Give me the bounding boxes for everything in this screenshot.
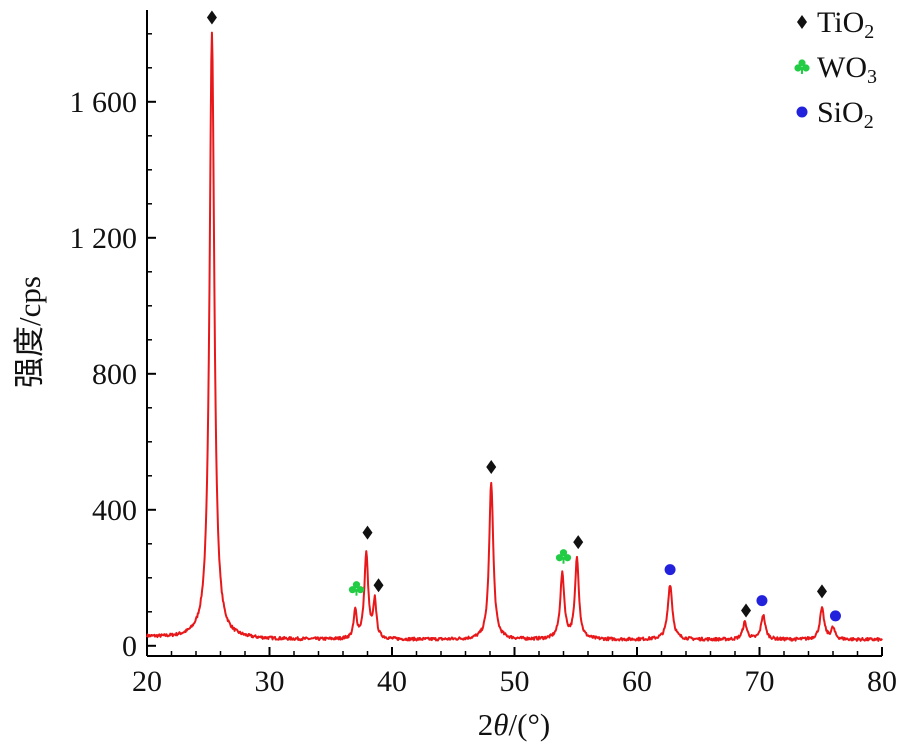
diamond-marker	[362, 525, 373, 540]
circle-marker	[756, 595, 768, 607]
x-tick-label: 70	[745, 665, 775, 698]
y-tick-label: 400	[92, 494, 137, 527]
circle-marker	[829, 610, 841, 622]
legend-label: WO3	[817, 51, 877, 88]
y-tick-label: 1 200	[70, 222, 138, 255]
x-tick-label: 80	[867, 665, 897, 698]
legend: TiO2 WO3 SiO2	[794, 6, 877, 133]
x-tick-label: 40	[377, 665, 407, 698]
y-tick-label: 0	[122, 630, 137, 663]
y-axis-title: 强度/cps	[12, 276, 47, 388]
series-layer	[146, 31, 883, 642]
diamond-marker	[816, 584, 827, 599]
legend-circle-icon	[796, 106, 808, 118]
club-marker	[348, 581, 365, 596]
phase-markers	[206, 10, 841, 622]
diamond-marker	[486, 459, 497, 474]
y-tick-label: 800	[92, 358, 137, 391]
circle-marker	[664, 564, 676, 576]
x-tick-label: 50	[500, 665, 530, 698]
y-tick-label: 1 600	[70, 86, 138, 119]
x-tick-label: 60	[622, 665, 652, 698]
legend-label: SiO2	[817, 96, 874, 133]
legend-diamond-icon	[797, 15, 807, 29]
x-tick-label: 30	[255, 665, 285, 698]
diamond-marker	[373, 578, 384, 593]
club-marker	[555, 549, 572, 564]
diamond-marker	[741, 603, 752, 618]
legend-label: TiO2	[817, 6, 874, 43]
xrd-curve	[146, 31, 883, 642]
legend-club-icon	[794, 59, 810, 74]
diamond-marker	[573, 535, 584, 550]
diamond-marker	[206, 10, 217, 25]
x-axis-title: 2θ/(°)	[478, 707, 550, 742]
x-tick-label: 20	[132, 665, 162, 698]
